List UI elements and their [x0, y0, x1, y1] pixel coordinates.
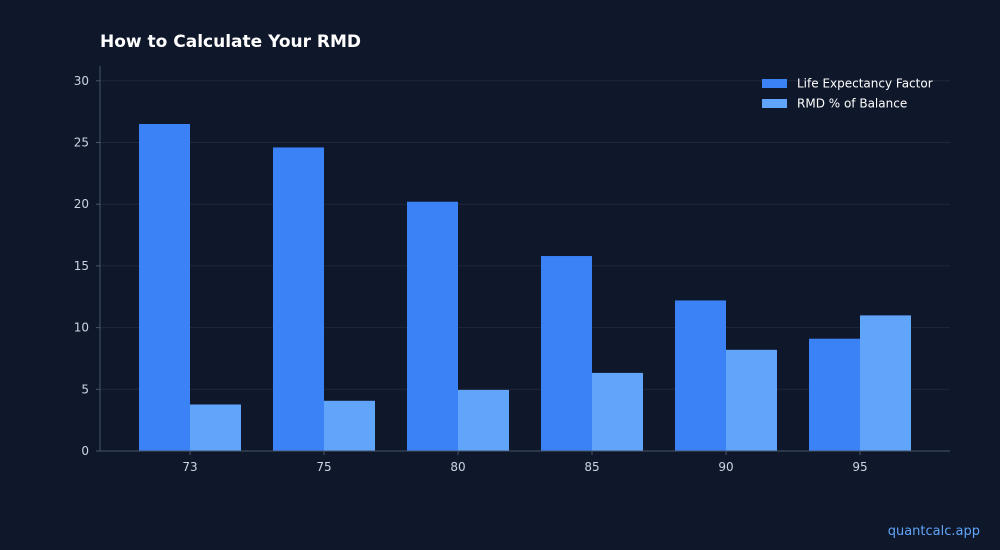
bars — [139, 123, 911, 451]
tick-labels: 0 5 10 15 20 25 30 73 75 80 85 90 95 — [74, 74, 868, 474]
y-tick-label: 15 — [74, 259, 89, 273]
chart-title: How to Calculate Your RMD — [100, 32, 362, 52]
axes — [96, 66, 950, 455]
bar-rmd-percent-95[interactable] — [860, 315, 911, 451]
bar-life-expectancy-factor-73[interactable] — [139, 123, 190, 451]
bar-life-expectancy-factor-90[interactable] — [675, 300, 726, 451]
y-tick-label: 10 — [74, 321, 89, 335]
y-tick-label: 0 — [81, 444, 89, 458]
bar-rmd-percent-73[interactable] — [190, 404, 241, 451]
y-tick-label: 25 — [74, 136, 89, 150]
legend: Life Expectancy Factor RMD % of Balance — [762, 77, 933, 111]
x-tick-label: 73 — [182, 460, 197, 474]
y-tick-label: 5 — [81, 382, 89, 396]
bar-rmd-percent-80[interactable] — [458, 389, 509, 451]
bar-rmd-percent-90[interactable] — [726, 349, 777, 451]
grid-lines — [100, 80, 950, 390]
bar-life-expectancy-factor-75[interactable] — [273, 147, 324, 451]
watermark-text[interactable]: quantcalc.app — [887, 524, 980, 539]
x-tick-label: 80 — [450, 460, 465, 474]
bar-rmd-percent-75[interactable] — [324, 400, 375, 451]
bar-life-expectancy-factor-95[interactable] — [809, 338, 860, 451]
legend-label-1: RMD % of Balance — [797, 97, 907, 111]
bar-life-expectancy-factor-85[interactable] — [541, 256, 592, 451]
legend-label-0: Life Expectancy Factor — [797, 77, 933, 91]
y-tick-label: 30 — [74, 74, 89, 88]
y-tick-label: 20 — [74, 197, 89, 211]
legend-swatch-1 — [762, 99, 787, 108]
x-tick-label: 85 — [584, 460, 599, 474]
x-tick-label: 75 — [316, 460, 331, 474]
legend-swatch-0 — [762, 79, 787, 88]
bar-life-expectancy-factor-80[interactable] — [407, 201, 458, 451]
x-tick-label: 90 — [718, 460, 733, 474]
x-tick-label: 95 — [852, 460, 867, 474]
bar-rmd-percent-85[interactable] — [592, 372, 643, 451]
